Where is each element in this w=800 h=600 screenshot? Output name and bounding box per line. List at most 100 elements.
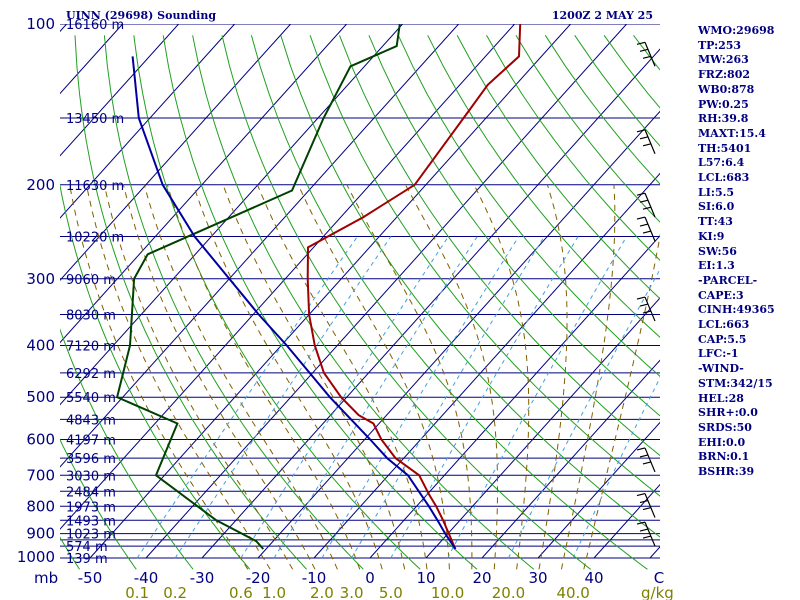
pressure-label: 500 [26,388,55,406]
height-label: 3030 m [66,469,116,484]
dry-adiabat-line [60,438,137,570]
temperature-label: 20 [472,569,491,587]
dry-adiabat-line [397,35,660,377]
dry-adiabat-line [103,35,364,570]
stat-line: BRN:0.1 [698,450,750,464]
dry-adiabat-line [486,35,660,261]
parcel-path [131,56,457,550]
mixing-ratio-line [321,236,520,559]
dry-adiabat-line [280,35,660,538]
dry-adiabat-line [74,35,307,570]
wind-barb-feather [642,461,652,465]
isotherm-line [145,24,627,559]
wind-barb-feather [642,55,652,59]
wind-barb-feather [636,129,646,133]
wind-barb-feather [636,521,646,525]
moist-adiabat-line [69,184,249,570]
wind-barb-staff [644,521,656,547]
stat-line: TT:43 [698,215,733,229]
wind-barb-feather [639,136,649,140]
wind-barb-feather [639,48,649,52]
wind-barb-feather [642,310,652,314]
dewpoint-profile [115,24,401,550]
height-label: 4197 m [66,434,116,449]
stat-line: SHR+:0.0 [698,406,758,420]
stat-line: LI:5.5 [698,185,735,199]
isotherm-line [481,359,660,559]
height-label: 574 m [66,540,108,555]
isotherm-line [60,24,235,219]
height-label: 11630 m [66,179,124,194]
moist-adiabat-line [346,184,473,570]
wind-barb-staff [644,216,656,242]
moist-adiabat-line [583,233,660,570]
dry-adiabat-line [0,35,23,569]
wind-barb [636,447,656,473]
stat-line: HEL:28 [698,391,744,405]
moist-adiabat-line [85,184,271,570]
isotherm-line [60,24,459,468]
dry-adiabat-line [368,35,660,417]
wind-barb-feather [639,528,649,532]
wind-barb [636,492,656,518]
isotherms [0,24,660,559]
pressure-label: 800 [26,497,55,515]
stat-line: EHI:0.0 [698,435,746,449]
stat-line: -WIND- [698,362,744,376]
height-label: 3596 m [66,452,116,467]
temperature-label: 0 [365,569,375,587]
isotherm-line [257,110,660,559]
mixing-ratio-line [447,236,628,559]
pressure-label: 400 [26,337,55,355]
wind-barb-feather [636,447,646,451]
pressure-label: 300 [26,270,55,288]
wind-barb-staff [644,192,656,218]
isotherm-line [60,24,291,281]
height-label: 139 m [66,552,108,567]
wind-barb-feather [636,216,646,220]
stat-line: STM:342/15 [698,376,773,390]
mixing-ratio-label: 3.0 [340,584,364,600]
wind-barb-feather [642,143,652,147]
wind-barbs [636,41,656,547]
moist-adiabat-line [103,184,294,570]
stat-line: TH:5401 [698,141,752,155]
isotherm-line [537,421,660,559]
height-label: 9060 m [66,273,116,288]
mixing-ratio-line [507,268,660,559]
stat-line: LCL:683 [698,171,750,185]
isotherm-line [60,24,179,157]
stat-line: CAP:5.5 [698,332,747,346]
wind-barb-staff [644,129,656,155]
temperature-label: 10 [416,569,435,587]
moist-adiabat-line [405,184,498,570]
sounding-profiles [115,24,522,550]
mixing-ratio-line [136,236,358,559]
wind-barb-staff [644,493,656,518]
temperature-label: -30 [190,569,215,587]
wind-barb-feather [639,199,649,203]
stat-line: LFC:-1 [698,347,739,361]
wind-barb [636,521,656,547]
temperature-labels: -50 -40 -30 -20 -10 0 10 20 30 40 [78,569,604,587]
mixing-ratio-labels: 0.1 0.2 0.6 1.0 2.0 3.0 5.0 10.0 20.0 40.0 [125,584,590,600]
wind-barb-feather [639,303,649,307]
wind-barb-staff [644,42,656,67]
mixing-ratio-label: 0.6 [229,584,253,600]
temperature-label: -10 [302,569,327,587]
height-label: 1023 m [66,528,116,543]
stats-panel: WMO:29698 TP:253 MW:263 FRZ:802 WB0:878 PW:0.… [698,24,798,480]
height-label: 6292 m [66,367,116,382]
stat-line: WB0:878 [698,82,755,96]
pressure-label: 200 [26,176,55,194]
wind-barb-feather [642,506,652,511]
mixing-ratio-label: 0.2 [163,584,187,600]
temperature-label: 30 [528,569,547,587]
temperature-unit-label: C [654,569,664,587]
dry-adiabat-line [309,35,660,497]
dry-adiabat-line [60,183,251,570]
moist-adiabat-line [257,184,428,570]
wind-barb-feather [642,206,652,210]
temperature-label: -50 [78,569,103,587]
isotherm-line [0,24,11,558]
